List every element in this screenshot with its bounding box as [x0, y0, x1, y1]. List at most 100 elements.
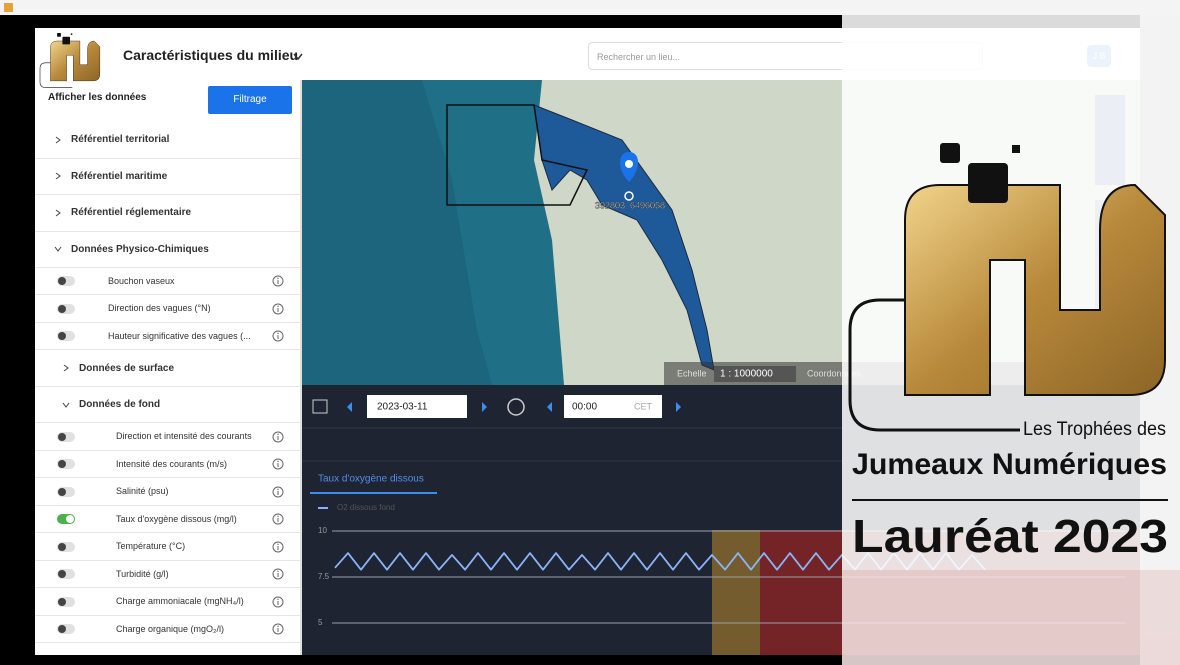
layer-label: Charge ammoniacale (mgNH₄/l) [116, 596, 244, 607]
chevron[interactable] [53, 135, 63, 145]
layer-item: Hauteur significative des vagues (... [35, 322, 300, 350]
layer-group[interactable]: Référentiel territorial [35, 122, 300, 159]
toggle-knob [58, 460, 66, 469]
info-icon[interactable] [272, 596, 284, 611]
legend-label: O2 dissous fond [337, 503, 395, 512]
toggle[interactable] [57, 303, 75, 314]
scale-select[interactable] [714, 366, 796, 382]
toggle[interactable] [57, 569, 75, 580]
group-label: Référentiel réglementaire [71, 207, 192, 219]
timezone: CET [634, 401, 653, 411]
chevron[interactable] [61, 400, 71, 410]
layer-item: Température (°C) [35, 533, 300, 561]
toggle[interactable] [57, 276, 75, 287]
ocean-deep [302, 80, 492, 385]
toggle[interactable] [57, 331, 75, 342]
chevron[interactable] [61, 363, 71, 373]
award-logo [848, 141, 1167, 432]
time-input[interactable] [564, 395, 662, 418]
award-line2: Jumeaux Numériques [852, 448, 1167, 481]
scale-label: Echelle [677, 368, 707, 378]
info-icon[interactable] [272, 623, 284, 638]
chevron[interactable] [53, 208, 63, 218]
app-icon [4, 3, 13, 12]
toggle-knob [66, 515, 74, 524]
app-logo [39, 32, 101, 88]
estuary [533, 104, 715, 371]
chevron[interactable] [53, 244, 63, 254]
y-tick-label: 5 [318, 618, 323, 627]
marker-point [624, 191, 634, 201]
toggle-knob [58, 597, 66, 606]
toggle[interactable] [57, 541, 75, 552]
layer-group[interactable]: Données Physico-Chimiques [35, 231, 300, 268]
layer-item: Charge ammoniacale (mgNH₄/l) [35, 588, 300, 616]
y-tick-label: 7.5 [318, 572, 330, 581]
layer-label: Charge organique (mgO₂/l) [116, 623, 225, 634]
layer-group[interactable]: Données de surface [35, 350, 300, 387]
time-value: 00:00 [572, 402, 597, 413]
calendar-icon[interactable] [312, 399, 328, 414]
group-label: Données de surface [79, 362, 175, 374]
toggle-knob [58, 332, 66, 341]
y-tick-label: 10 [318, 526, 327, 535]
toggle[interactable] [57, 431, 75, 442]
toggle-knob [58, 277, 66, 286]
date-input[interactable] [367, 395, 467, 418]
layer-label: Bouchon vaseux [108, 275, 175, 286]
toggle[interactable] [57, 514, 75, 525]
sidebar-title: Afficher les données [48, 92, 147, 103]
award-overlay-bottom [842, 570, 1180, 665]
layer-item: Bouchon vaseux [35, 267, 300, 295]
toggle[interactable] [57, 596, 75, 607]
next-time[interactable] [676, 402, 681, 412]
chevron[interactable] [53, 171, 63, 181]
layer-label: Turbidité (g/l) [116, 568, 169, 579]
info-icon[interactable] [272, 458, 284, 473]
toggle[interactable] [57, 624, 75, 635]
layer-label: Intensité des courants (m/s) [116, 458, 228, 469]
info-icon[interactable] [272, 541, 284, 556]
info-icon[interactable] [272, 303, 284, 318]
next-day[interactable] [482, 402, 487, 412]
toggle[interactable] [57, 459, 75, 470]
zone-outline [446, 104, 589, 206]
prev-time[interactable] [547, 402, 552, 412]
coords-label: Coordonnées [807, 368, 862, 378]
layer-label: Taux d'oxygène dissous (mg/l) [116, 513, 237, 524]
info-icon[interactable] [272, 330, 284, 345]
toggle-knob [58, 432, 66, 441]
toggle-knob [58, 304, 66, 313]
marker-dot [625, 160, 633, 168]
prev-day[interactable] [347, 402, 352, 412]
toggle-knob [58, 570, 66, 579]
layer-label: Température (°C) [116, 541, 186, 552]
layer-group[interactable]: Référentiel maritime [35, 158, 300, 195]
layer-item: Turbidité (g/l) [35, 560, 300, 588]
award-line1: Les Trophées des [1023, 419, 1166, 440]
toggle[interactable] [57, 486, 75, 497]
filter-button[interactable]: Filtrage [208, 86, 292, 114]
date-value: 2023-03-11 [377, 402, 428, 413]
layer-group[interactable]: Référentiel réglementaire [35, 195, 300, 232]
info-icon[interactable] [272, 568, 284, 583]
info-icon[interactable] [272, 513, 284, 528]
scale-value: 1 : 1000000 [720, 369, 773, 380]
info-icon[interactable] [272, 486, 284, 501]
sidebar-divider [300, 80, 302, 655]
title-chevron[interactable] [292, 52, 304, 62]
layer-item: Direction des vagues (°N) [35, 295, 300, 323]
group-label: Données de fond [79, 399, 161, 410]
info-icon[interactable] [272, 431, 284, 446]
layer-label: Hauteur significative des vagues (... [108, 330, 251, 341]
marker-label: 392803, 6496058 [595, 200, 665, 210]
award-line3: Lauréat 2023 [852, 510, 1168, 562]
clock-icon[interactable] [507, 398, 525, 416]
group-label: Données Physico-Chimiques [71, 243, 209, 255]
info-icon[interactable] [272, 275, 284, 290]
layer-group[interactable]: Données de fond [35, 387, 300, 423]
layer-item: Direction et intensité des courants [35, 423, 300, 451]
